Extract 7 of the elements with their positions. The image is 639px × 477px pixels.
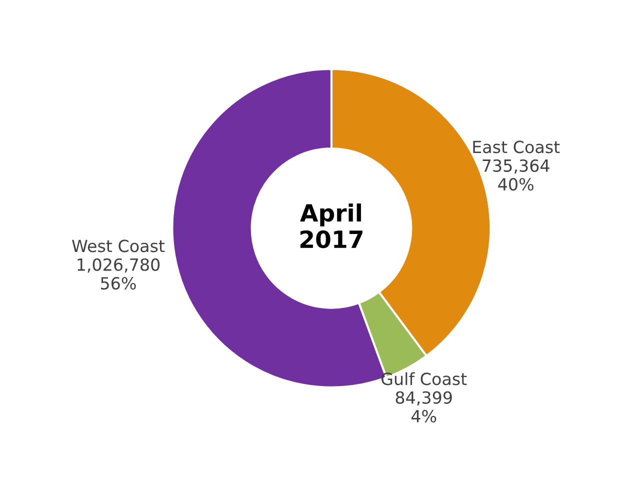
slice-label: East Coast	[473, 140, 560, 154]
slice-label: West Coast	[72, 240, 165, 252]
text: April 2017	[300, 204, 362, 248]
data-label: 1,026,780 56%	[78, 258, 160, 290]
data-label: 735,364 40%	[482, 159, 550, 191]
slice-label: Gulf Coast	[382, 372, 467, 386]
data-label: 84,399 4%	[396, 391, 452, 423]
